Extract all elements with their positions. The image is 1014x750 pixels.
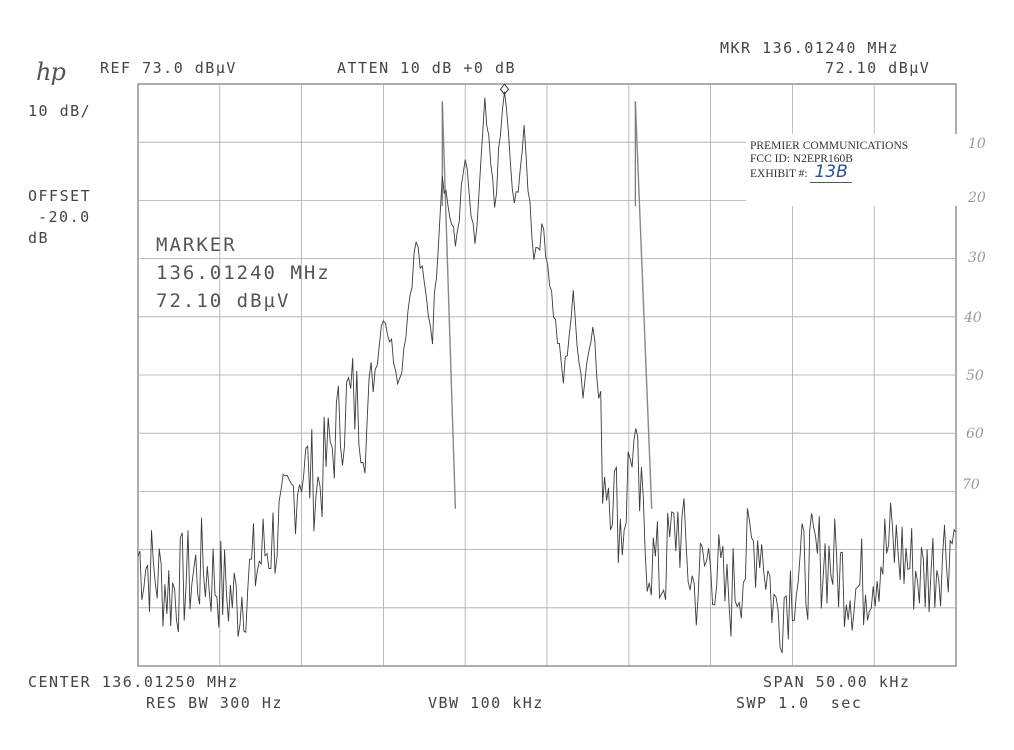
- offset-label: OFFSET: [28, 187, 92, 205]
- sweep-time: SWP 1.0 sec: [736, 694, 863, 712]
- offset-value: -20.0: [38, 208, 91, 226]
- marker-diamond-icon: [499, 83, 510, 96]
- stamp-exhibit-label: EXHIBIT #:: [750, 168, 808, 180]
- spectrum-trace: [137, 91, 957, 654]
- hw-scale-60: 60: [966, 426, 984, 442]
- stamp-fcc-id: FCC ID: N2EPR160B: [750, 153, 853, 165]
- hw-scale-30: 30: [968, 250, 986, 266]
- marker-title: MARKER: [156, 234, 237, 256]
- marker-box-freq: 136.01240 MHz: [156, 262, 331, 284]
- offset-unit: dB: [28, 229, 50, 247]
- res-bw: RES BW 300 Hz: [146, 694, 283, 712]
- marker-level-readout: 72.10 dBµV: [825, 59, 931, 77]
- stamp-exhibit-number: 13B: [810, 162, 852, 183]
- marker-box-level: 72.10 dBµV: [156, 290, 291, 312]
- exhibit-stamp: PREMIER COMMUNICATIONS FCC ID: N2EPR160B…: [746, 134, 961, 206]
- mask-line: [634, 101, 653, 509]
- marker-freq-readout: MKR 136.01240 MHz: [720, 39, 900, 57]
- stamp-company: PREMIER COMMUNICATIONS: [750, 140, 909, 152]
- hw-scale-10: 10: [968, 136, 986, 152]
- hw-scale-70: 70: [962, 477, 980, 493]
- hp-logo-icon: hp: [36, 58, 66, 86]
- hw-scale-50: 50: [966, 368, 984, 384]
- center-freq: CENTER 136.01250 MHz: [28, 673, 239, 691]
- hw-scale-40: 40: [964, 310, 982, 326]
- span-setting: SPAN 50.00 kHz: [763, 673, 911, 691]
- hw-scale-20: 20: [968, 190, 986, 206]
- ref-level: REF 73.0 dBµV: [100, 59, 237, 77]
- vbw: VBW 100 kHz: [428, 694, 544, 712]
- scale-per-div: 10 dB/: [28, 102, 92, 120]
- mask-line: [441, 101, 457, 509]
- atten-setting: ATTEN 10 dB +0 dB: [337, 59, 517, 77]
